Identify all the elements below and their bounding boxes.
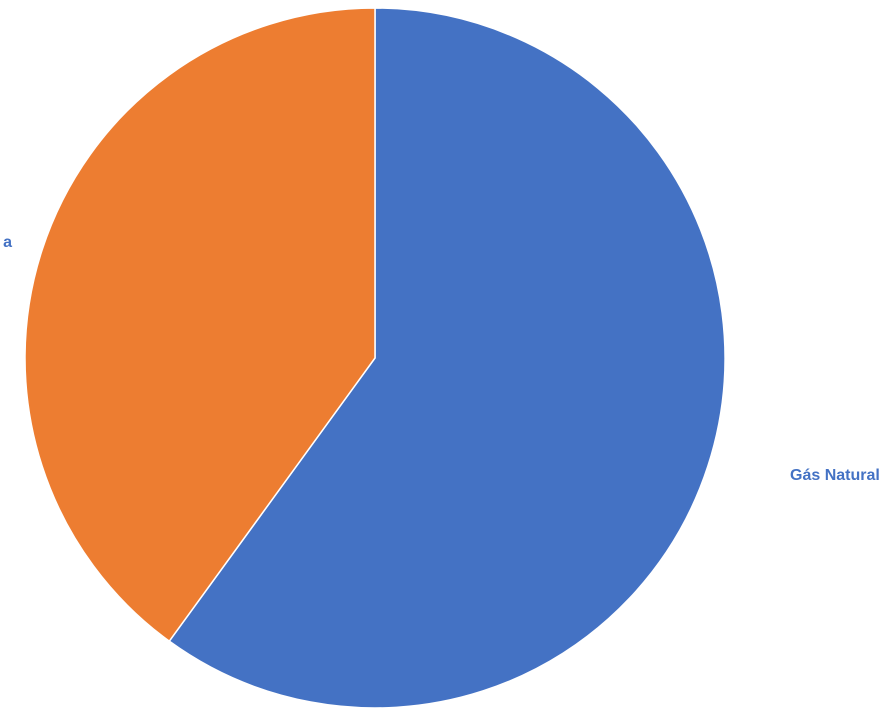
pie-slice — [24, 7, 376, 643]
slice-label: Gás Natural — [790, 467, 880, 484]
pie-slice — [168, 7, 726, 709]
slice-label: a — [3, 234, 12, 251]
